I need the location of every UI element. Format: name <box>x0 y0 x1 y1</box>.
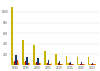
Bar <box>62 64 63 65</box>
Bar <box>71 64 73 65</box>
Bar <box>38 63 40 65</box>
Bar <box>60 64 62 65</box>
Bar <box>33 45 35 65</box>
Bar <box>78 64 80 65</box>
Bar <box>70 62 71 65</box>
Bar <box>55 54 56 65</box>
Bar <box>22 39 24 65</box>
Bar <box>46 63 47 65</box>
Bar <box>56 63 58 65</box>
Bar <box>44 51 46 65</box>
Bar <box>59 61 60 65</box>
Bar <box>58 63 59 65</box>
Bar <box>68 63 69 65</box>
Bar <box>15 55 17 65</box>
Bar <box>11 7 13 65</box>
Bar <box>14 61 15 65</box>
Bar <box>89 64 91 65</box>
Bar <box>50 64 51 65</box>
Bar <box>69 63 70 65</box>
Bar <box>25 61 26 65</box>
Bar <box>47 63 48 65</box>
Bar <box>18 62 19 65</box>
Bar <box>88 57 89 65</box>
Bar <box>48 60 50 65</box>
Bar <box>84 64 85 65</box>
Bar <box>93 64 95 65</box>
Bar <box>13 62 14 65</box>
Bar <box>29 63 30 65</box>
Bar <box>95 64 96 65</box>
Bar <box>80 64 81 65</box>
Bar <box>40 63 41 65</box>
Bar <box>37 58 39 65</box>
Bar <box>28 63 29 65</box>
Bar <box>51 63 52 65</box>
Bar <box>91 64 92 65</box>
Bar <box>36 62 37 65</box>
Bar <box>17 60 18 65</box>
Bar <box>24 62 25 65</box>
Bar <box>81 62 82 65</box>
Bar <box>26 57 28 65</box>
Bar <box>77 57 78 65</box>
Bar <box>66 56 68 65</box>
Bar <box>35 63 36 65</box>
Bar <box>92 63 93 65</box>
Bar <box>73 64 74 65</box>
Bar <box>82 64 84 65</box>
